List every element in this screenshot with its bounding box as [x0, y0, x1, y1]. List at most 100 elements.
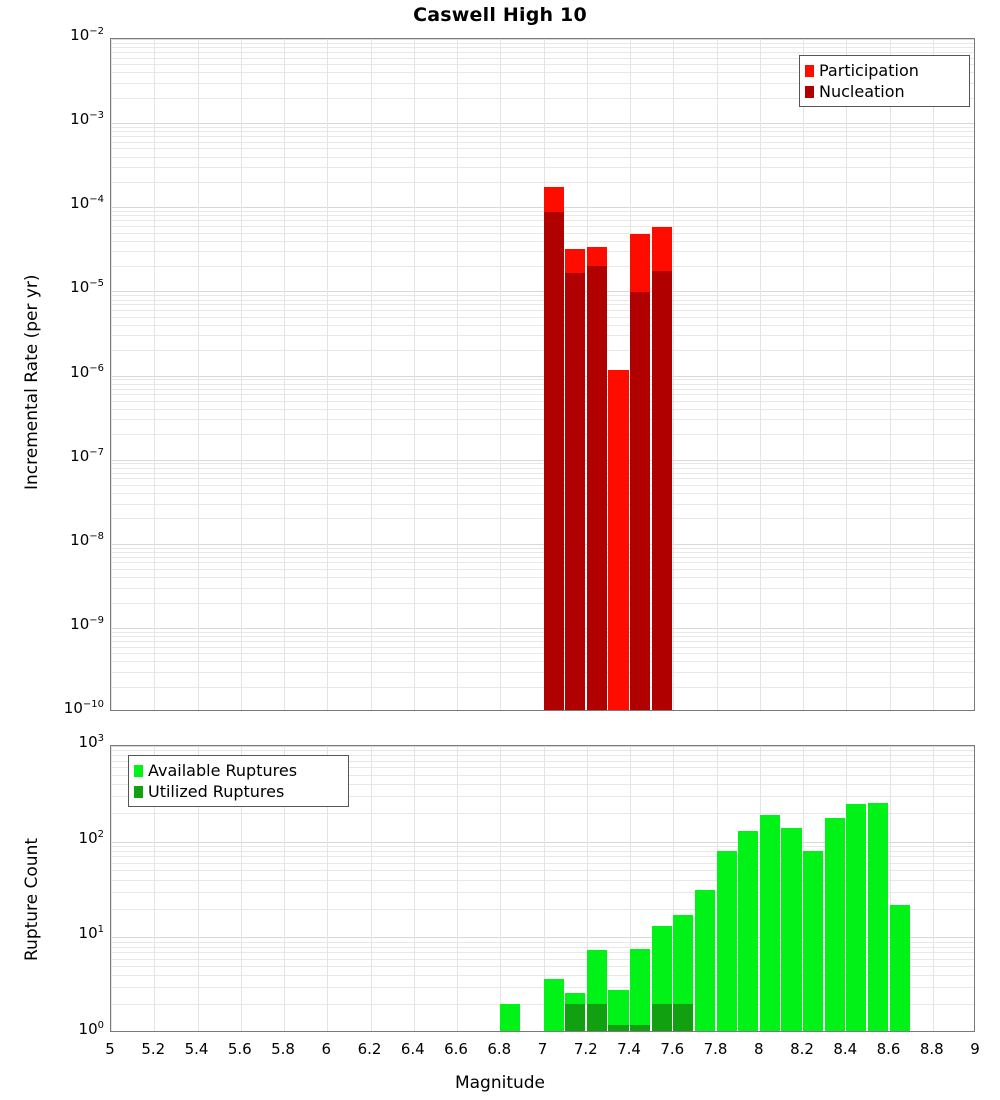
gridline — [111, 796, 974, 798]
gridline — [111, 746, 974, 747]
x-axis-tick-label: 5.2 — [141, 1040, 166, 1058]
gridline — [111, 240, 974, 242]
bar-nucleation — [543, 212, 564, 710]
gridline — [111, 569, 974, 571]
gridline-vertical — [500, 39, 502, 710]
x-axis-tick-label: 5 — [105, 1040, 115, 1058]
gridline-vertical — [932, 746, 934, 1031]
legend-item-nucleation: Nucleation — [805, 81, 962, 102]
gridline — [111, 408, 974, 410]
x-axis-tick-label: 7.6 — [660, 1040, 685, 1058]
legend-label: Nucleation — [819, 81, 905, 101]
gridline — [111, 463, 974, 465]
legend-item-participation: Participation — [805, 60, 962, 81]
bottom-y-axis-title: Rupture Count — [22, 837, 42, 961]
gridline-vertical — [586, 746, 588, 1031]
gridline — [111, 266, 974, 268]
gridline — [111, 156, 974, 158]
gridline — [111, 870, 974, 872]
bar-nucleation — [586, 266, 607, 710]
gridline — [111, 640, 974, 642]
x-axis-tick-label: 5.6 — [227, 1040, 252, 1058]
gridline — [111, 653, 974, 655]
x-axis-tick-label: 8.6 — [876, 1040, 901, 1058]
gridline-vertical — [154, 39, 156, 710]
gridline — [111, 846, 974, 848]
available-ruptures-swatch — [134, 764, 143, 777]
bar-utilized-ruptures — [608, 1025, 629, 1031]
gridline — [111, 181, 974, 183]
y-axis-tick-label: 10−4 — [70, 194, 104, 213]
gridline — [111, 126, 974, 128]
gridline — [111, 350, 974, 352]
bar-participation — [565, 248, 586, 710]
gridline-vertical — [327, 39, 329, 710]
gridline-vertical — [111, 746, 112, 1031]
bar-utilized-ruptures — [673, 1004, 694, 1031]
gridline — [111, 97, 974, 99]
gridline — [111, 167, 974, 169]
x-axis-tick-label: 5.8 — [271, 1040, 295, 1058]
bar-available-ruptures — [565, 993, 586, 1031]
gridline — [111, 946, 974, 948]
gridline — [111, 908, 974, 910]
gridline — [111, 310, 974, 312]
gridline-vertical — [759, 39, 761, 710]
gridline — [111, 148, 974, 150]
gridline — [111, 577, 974, 579]
gridline — [111, 879, 974, 881]
bar-nucleation — [630, 292, 651, 710]
y-axis-tick-label: 101 — [78, 924, 104, 943]
gridline — [111, 952, 974, 954]
gridline — [111, 335, 974, 337]
gridline — [111, 856, 974, 858]
gridline — [111, 232, 974, 234]
gridline — [111, 316, 974, 318]
bar-available-ruptures — [608, 990, 629, 1031]
gridline-vertical — [457, 746, 458, 1031]
gridline — [111, 547, 974, 549]
gridline — [111, 646, 974, 648]
gridline-vertical — [543, 746, 545, 1031]
x-axis-tick-label: 7.4 — [617, 1040, 641, 1058]
gridline — [111, 767, 974, 769]
gridline — [111, 784, 974, 786]
gridline — [111, 82, 974, 84]
bar-available-ruptures — [889, 904, 910, 1031]
x-axis-tick-label: 5.4 — [184, 1040, 209, 1058]
gridline — [111, 503, 974, 505]
gridline-vertical — [197, 39, 199, 710]
gridline — [111, 862, 974, 864]
y-axis-tick-label: 100 — [78, 1020, 104, 1038]
gridline — [111, 136, 974, 138]
gridline — [111, 467, 974, 469]
gridline — [111, 478, 974, 480]
gridline-vertical — [803, 39, 804, 710]
gridline — [111, 295, 974, 297]
gridline — [111, 304, 974, 306]
gridline — [111, 459, 974, 461]
bar-available-ruptures — [738, 830, 759, 1031]
bar-utilized-ruptures — [586, 1004, 607, 1031]
gridline — [111, 215, 974, 217]
gridline-vertical — [197, 746, 199, 1031]
bar-participation — [630, 234, 651, 710]
gridline-vertical — [846, 39, 848, 710]
gridline — [111, 52, 974, 54]
gridline — [111, 394, 974, 396]
gridline — [111, 123, 974, 125]
x-axis-tick-label: 6 — [321, 1040, 332, 1058]
gridline-vertical — [370, 39, 372, 710]
gridline — [111, 587, 974, 589]
gridline-vertical — [630, 746, 631, 1031]
participation-swatch — [805, 64, 814, 77]
gridline — [111, 141, 974, 143]
gridline-vertical — [673, 39, 675, 710]
gridline-vertical — [457, 39, 458, 710]
legend-item-available-ruptures: Available Ruptures — [134, 760, 341, 781]
gridline — [111, 251, 974, 253]
gridline — [111, 686, 974, 688]
gridline-vertical — [154, 746, 156, 1031]
x-axis-tick-label: 6.8 — [487, 1040, 512, 1058]
bar-available-ruptures — [846, 803, 867, 1031]
